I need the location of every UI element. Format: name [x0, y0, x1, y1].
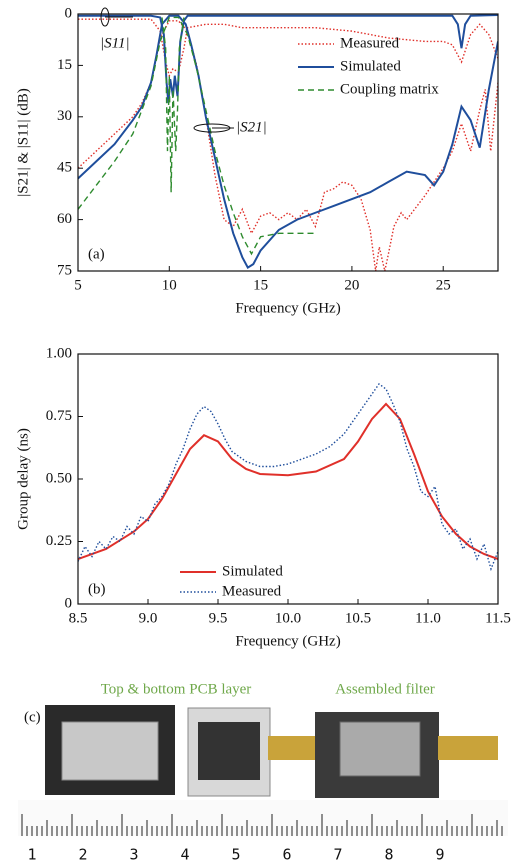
legend-label: Measured — [222, 583, 282, 599]
connector — [438, 736, 498, 760]
y-tick-label: 30 — [57, 108, 72, 124]
x-tick-label: 10.5 — [345, 610, 371, 626]
connector — [268, 736, 318, 760]
ruler-label: 1 — [27, 846, 36, 864]
ruler-label: 2 — [78, 846, 87, 864]
y-tick-label: 0.25 — [46, 533, 72, 549]
filter-cavity — [339, 721, 421, 777]
ruler-label: 7 — [333, 846, 342, 864]
annotation: |S11| — [100, 35, 130, 51]
photo-caption: Assembled filter — [335, 681, 435, 697]
plot-area — [78, 14, 498, 271]
ruler-ticks — [21, 814, 503, 836]
x-tick-label: 9.0 — [139, 610, 158, 626]
data-line — [78, 383, 498, 572]
y-tick-label: 1.00 — [46, 345, 72, 361]
panel-label: (a) — [88, 246, 105, 262]
y-tick-label: 15 — [57, 57, 72, 73]
y-tick-label: 0.50 — [46, 470, 72, 486]
pcb-pattern — [61, 721, 159, 781]
x-tick-label: 11.0 — [415, 610, 441, 626]
legend-label: Simulated — [222, 563, 283, 579]
x-tick-label: 11.5 — [485, 610, 511, 626]
data-line — [78, 20, 498, 271]
plot-frame — [77, 353, 499, 605]
data-line — [78, 402, 498, 560]
pcb-pattern — [198, 722, 260, 780]
ruler — [18, 800, 508, 836]
y-tick-label: 0 — [65, 595, 73, 611]
y-axis-title: |S21| & |S11| (dB) — [15, 88, 31, 197]
panel-label: (c) — [24, 709, 41, 725]
y-tick-label: 60 — [57, 211, 72, 227]
plot-frame — [77, 13, 499, 272]
x-tick-label: 20 — [344, 277, 359, 293]
data-line — [78, 16, 316, 256]
panel-label: (b) — [88, 581, 106, 597]
legend-label: Simulated — [340, 58, 401, 74]
y-tick-label: 0 — [65, 5, 73, 21]
data-line — [161, 17, 185, 193]
ruler-label: 9 — [435, 846, 444, 864]
y-tick-label: 45 — [57, 160, 72, 176]
x-tick-label: 8.5 — [69, 610, 88, 626]
data-line — [78, 14, 498, 269]
photo-caption: Top & bottom PCB layer — [101, 681, 252, 697]
x-axis-title: Frequency (GHz) — [235, 300, 340, 316]
ruler-label: 8 — [384, 846, 393, 864]
annotation: |S21| — [236, 119, 267, 135]
x-tick-label: 9.5 — [209, 610, 228, 626]
ruler-label: 3 — [129, 846, 138, 864]
x-tick-label: 10.0 — [275, 610, 301, 626]
ruler-label: 6 — [282, 846, 291, 864]
y-axis-title: Group delay (ns) — [15, 428, 31, 530]
x-tick-label: 25 — [436, 277, 451, 293]
y-tick-label: 75 — [57, 262, 72, 278]
y-tick-label: 0.75 — [46, 408, 72, 424]
x-tick-label: 5 — [74, 277, 82, 293]
x-tick-label: 15 — [253, 277, 268, 293]
x-axis-title: Frequency (GHz) — [235, 633, 340, 649]
ruler-label: 5 — [231, 846, 240, 864]
legend-label: Coupling matrix — [340, 81, 439, 97]
plot-area — [78, 383, 498, 572]
data-line — [78, 18, 498, 78]
legend-label: Measured — [340, 35, 400, 51]
ruler-label: 4 — [180, 846, 189, 864]
x-tick-label: 10 — [162, 277, 177, 293]
